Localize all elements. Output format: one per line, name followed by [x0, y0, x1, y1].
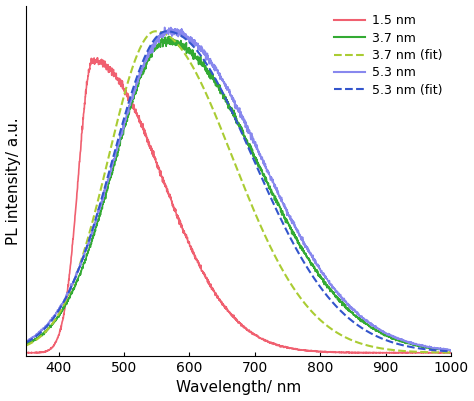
5.3 nm (fit)	[219, 88, 225, 93]
3.7 nm (fit)	[153, 29, 158, 34]
1.5 nm	[95, 55, 100, 60]
1.5 nm	[45, 348, 51, 353]
X-axis label: Wavelength/ nm: Wavelength/ nm	[176, 381, 301, 395]
5.3 nm (fit)	[230, 111, 236, 116]
5.3 nm	[162, 25, 167, 30]
5.3 nm	[436, 346, 441, 350]
1.5 nm	[436, 350, 442, 355]
5.3 nm (fit)	[23, 340, 29, 345]
Line: 5.3 nm (fit): 5.3 nm (fit)	[26, 31, 451, 351]
3.7 nm (fit)	[45, 327, 51, 332]
3.7 nm	[436, 347, 441, 352]
5.3 nm	[219, 76, 225, 81]
1.5 nm	[358, 350, 364, 355]
1.5 nm	[436, 350, 441, 355]
5.3 nm	[436, 346, 442, 351]
5.3 nm	[23, 339, 29, 344]
3.7 nm	[23, 342, 29, 347]
5.3 nm	[45, 322, 51, 327]
3.7 nm (fit)	[436, 350, 442, 355]
3.7 nm (fit)	[230, 156, 236, 161]
3.7 nm	[230, 109, 236, 114]
Y-axis label: PL intensity/ a.u.: PL intensity/ a.u.	[6, 117, 20, 245]
5.3 nm (fit)	[448, 349, 454, 354]
1.5 nm	[448, 350, 454, 355]
5.3 nm	[358, 315, 364, 320]
3.7 nm (fit)	[219, 128, 225, 133]
1.5 nm	[219, 300, 225, 304]
3.7 nm	[45, 327, 51, 332]
3.7 nm (fit)	[358, 341, 364, 346]
5.3 nm	[448, 348, 454, 353]
Line: 5.3 nm: 5.3 nm	[26, 27, 451, 350]
3.7 nm	[448, 348, 454, 353]
5.3 nm (fit)	[45, 323, 51, 328]
5.3 nm (fit)	[164, 29, 169, 34]
3.7 nm (fit)	[436, 350, 441, 355]
3.7 nm	[447, 348, 452, 353]
1.5 nm	[23, 350, 29, 355]
Line: 1.5 nm: 1.5 nm	[26, 58, 451, 353]
1.5 nm	[230, 314, 236, 319]
3.7 nm	[166, 34, 172, 39]
3.7 nm	[219, 90, 225, 95]
3.7 nm (fit)	[448, 350, 454, 355]
3.7 nm	[358, 317, 364, 322]
Line: 3.7 nm (fit): 3.7 nm (fit)	[26, 31, 451, 352]
5.3 nm	[230, 95, 236, 100]
5.3 nm (fit)	[358, 325, 364, 330]
Legend: 1.5 nm, 3.7 nm, 3.7 nm (fit), 5.3 nm, 5.3 nm (fit): 1.5 nm, 3.7 nm, 3.7 nm (fit), 5.3 nm, 5.…	[332, 12, 445, 99]
3.7 nm	[436, 346, 442, 351]
3.7 nm (fit)	[23, 343, 29, 348]
Line: 3.7 nm: 3.7 nm	[26, 36, 451, 351]
5.3 nm (fit)	[436, 348, 441, 353]
5.3 nm (fit)	[436, 348, 442, 353]
